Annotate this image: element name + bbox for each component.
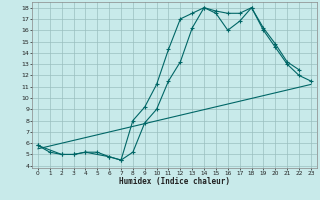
X-axis label: Humidex (Indice chaleur): Humidex (Indice chaleur) bbox=[119, 177, 230, 186]
